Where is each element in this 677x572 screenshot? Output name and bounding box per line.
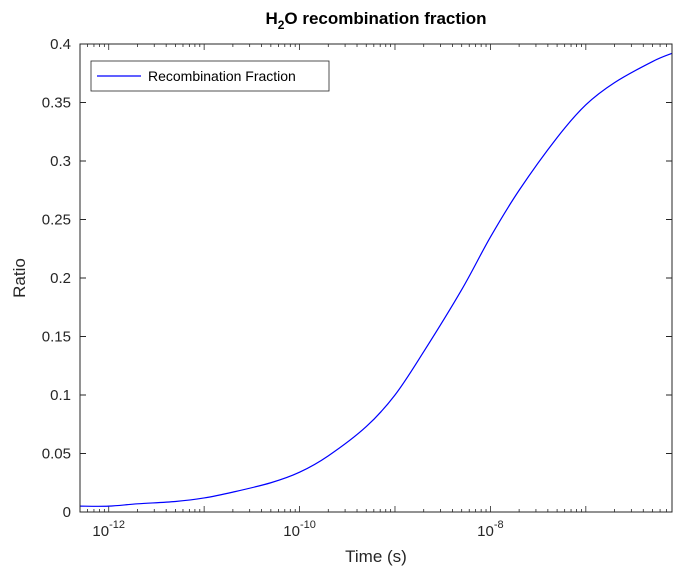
y-tick-labels: 0 0.05 0.1 0.15 0.2 0.25 0.3 0.35 0.4 (42, 36, 71, 521)
y-tick-label: 0 (63, 504, 71, 521)
plot-area (80, 44, 672, 512)
legend: Recombination Fraction (90, 60, 330, 92)
x-axis-label: Time (s) (345, 547, 407, 566)
series-line-recombination-fraction (79, 52, 673, 507)
chart-title: H2O recombination fraction (265, 9, 486, 32)
legend-label: Recombination Fraction (148, 68, 296, 84)
plot-frame (79, 43, 673, 513)
y-tick-label: 0.35 (42, 95, 71, 112)
x-tick-label: 10-12 (92, 519, 125, 540)
y-tick-label: 0.1 (50, 387, 71, 404)
x-tick-labels: 10-12 10-10 10-8 (92, 519, 503, 540)
y-tick-label: 0.05 (42, 446, 71, 463)
chart-title-subscript: 2 (278, 18, 285, 32)
y-tick-label: 0.2 (50, 270, 71, 287)
y-tick-label: 0.3 (50, 153, 71, 170)
chart-title-rest: O recombination fraction (284, 9, 486, 28)
y-tick-label: 0.15 (42, 329, 71, 346)
chart-title-main: H (265, 9, 277, 28)
x-tick-label: 10-8 (477, 519, 503, 540)
y-axis-label: Ratio (10, 258, 29, 298)
y-tick-label: 0.4 (50, 36, 71, 53)
x-tick-label: 10-10 (283, 519, 316, 540)
y-tick-label: 0.25 (42, 212, 71, 229)
